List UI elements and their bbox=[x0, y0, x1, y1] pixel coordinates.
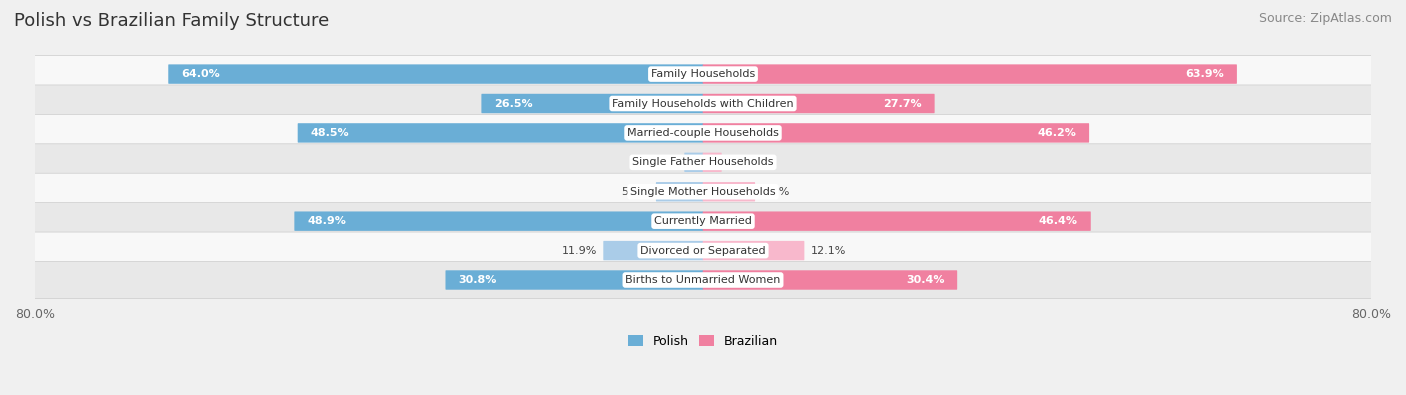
FancyBboxPatch shape bbox=[25, 232, 1381, 269]
FancyBboxPatch shape bbox=[703, 241, 804, 260]
Text: Births to Unmarried Women: Births to Unmarried Women bbox=[626, 275, 780, 285]
FancyBboxPatch shape bbox=[25, 173, 1381, 210]
Text: 6.2%: 6.2% bbox=[762, 187, 790, 197]
FancyBboxPatch shape bbox=[169, 64, 703, 84]
Text: Polish vs Brazilian Family Structure: Polish vs Brazilian Family Structure bbox=[14, 12, 329, 30]
Text: 46.4%: 46.4% bbox=[1039, 216, 1078, 226]
Text: Married-couple Households: Married-couple Households bbox=[627, 128, 779, 138]
FancyBboxPatch shape bbox=[703, 123, 1090, 143]
Text: 64.0%: 64.0% bbox=[181, 69, 219, 79]
FancyBboxPatch shape bbox=[603, 241, 703, 260]
FancyBboxPatch shape bbox=[25, 261, 1381, 299]
Text: 63.9%: 63.9% bbox=[1185, 69, 1225, 79]
Text: Single Mother Households: Single Mother Households bbox=[630, 187, 776, 197]
Text: 12.1%: 12.1% bbox=[811, 246, 846, 256]
FancyBboxPatch shape bbox=[25, 144, 1381, 181]
FancyBboxPatch shape bbox=[298, 123, 703, 143]
Text: 11.9%: 11.9% bbox=[561, 246, 598, 256]
Text: Source: ZipAtlas.com: Source: ZipAtlas.com bbox=[1258, 12, 1392, 25]
Text: Divorced or Separated: Divorced or Separated bbox=[640, 246, 766, 256]
Text: 30.8%: 30.8% bbox=[458, 275, 496, 285]
FancyBboxPatch shape bbox=[25, 115, 1381, 151]
FancyBboxPatch shape bbox=[685, 152, 703, 172]
Text: 30.4%: 30.4% bbox=[905, 275, 945, 285]
FancyBboxPatch shape bbox=[25, 56, 1381, 92]
Text: 48.5%: 48.5% bbox=[311, 128, 349, 138]
Text: 27.7%: 27.7% bbox=[883, 98, 922, 109]
Text: 26.5%: 26.5% bbox=[495, 98, 533, 109]
Text: Single Father Households: Single Father Households bbox=[633, 157, 773, 167]
Text: 5.6%: 5.6% bbox=[621, 187, 650, 197]
Text: 48.9%: 48.9% bbox=[307, 216, 346, 226]
Legend: Polish, Brazilian: Polish, Brazilian bbox=[623, 330, 783, 353]
Text: 2.2%: 2.2% bbox=[650, 157, 678, 167]
FancyBboxPatch shape bbox=[703, 94, 935, 113]
FancyBboxPatch shape bbox=[703, 64, 1237, 84]
Text: 2.2%: 2.2% bbox=[728, 157, 756, 167]
FancyBboxPatch shape bbox=[703, 211, 1091, 231]
Text: Family Households: Family Households bbox=[651, 69, 755, 79]
FancyBboxPatch shape bbox=[481, 94, 703, 113]
FancyBboxPatch shape bbox=[25, 85, 1381, 122]
FancyBboxPatch shape bbox=[294, 211, 703, 231]
Text: 46.2%: 46.2% bbox=[1038, 128, 1076, 138]
FancyBboxPatch shape bbox=[446, 270, 703, 290]
Text: Currently Married: Currently Married bbox=[654, 216, 752, 226]
FancyBboxPatch shape bbox=[657, 182, 703, 201]
FancyBboxPatch shape bbox=[703, 152, 721, 172]
Text: Family Households with Children: Family Households with Children bbox=[612, 98, 794, 109]
FancyBboxPatch shape bbox=[25, 203, 1381, 240]
FancyBboxPatch shape bbox=[703, 182, 755, 201]
FancyBboxPatch shape bbox=[703, 270, 957, 290]
